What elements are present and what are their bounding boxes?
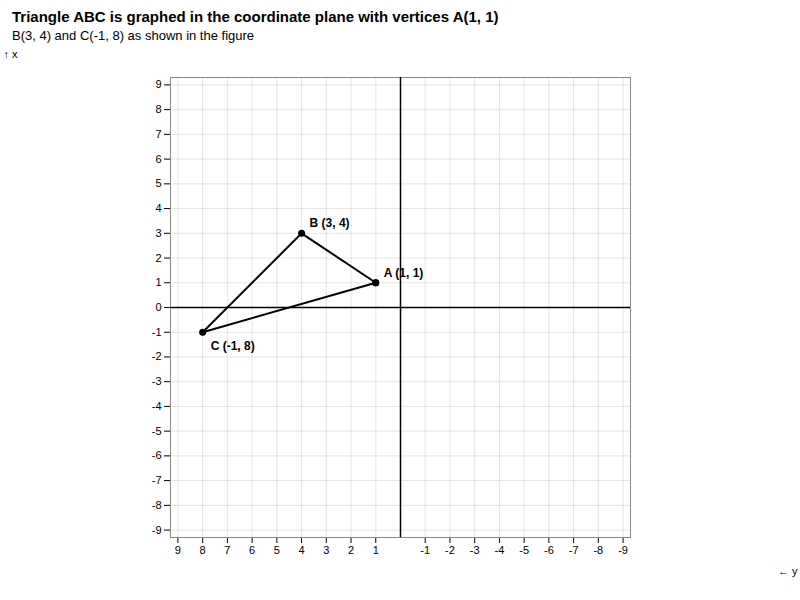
svg-text:3: 3 bbox=[155, 227, 161, 239]
svg-text:-8: -8 bbox=[152, 499, 162, 511]
svg-text:C (-1, 8): C (-1, 8) bbox=[211, 339, 255, 353]
svg-text:7: 7 bbox=[155, 128, 161, 140]
svg-text:1: 1 bbox=[373, 544, 379, 556]
svg-text:B (3, 4): B (3, 4) bbox=[310, 216, 350, 230]
svg-text:1: 1 bbox=[155, 276, 161, 288]
html-text:B(3, 4) and C(-1, 8) as shown: B(3, 4) and C(-1, 8) as shown in the fig… bbox=[12, 28, 255, 43]
svg-text:-6: -6 bbox=[152, 449, 162, 461]
svg-text:A (1, 1): A (1, 1) bbox=[384, 266, 424, 280]
svg-text:8: 8 bbox=[155, 103, 161, 115]
svg-text:4: 4 bbox=[299, 544, 305, 556]
svg-text:-4: -4 bbox=[152, 400, 162, 412]
svg-text:3: 3 bbox=[323, 544, 329, 556]
svg-text:-1: -1 bbox=[152, 326, 162, 338]
svg-text:8: 8 bbox=[200, 544, 206, 556]
svg-text:↑ x: ↑ x bbox=[4, 48, 19, 60]
svg-text:2: 2 bbox=[155, 252, 161, 264]
svg-text:← y: ← y bbox=[778, 565, 798, 577]
svg-text:-1: -1 bbox=[420, 544, 430, 556]
svg-text:-6: -6 bbox=[544, 544, 554, 556]
svg-text:-3: -3 bbox=[470, 544, 480, 556]
svg-text:-5: -5 bbox=[519, 544, 529, 556]
html-text:Triangle ABC is graphed in the: Triangle ABC is graphed in the coordinat… bbox=[12, 8, 499, 25]
svg-text:5: 5 bbox=[274, 544, 280, 556]
svg-text:6: 6 bbox=[249, 544, 255, 556]
svg-text:4: 4 bbox=[155, 202, 161, 214]
svg-text:-2: -2 bbox=[152, 350, 162, 362]
svg-text:6: 6 bbox=[155, 153, 161, 165]
svg-text:2: 2 bbox=[348, 544, 354, 556]
svg-text:-5: -5 bbox=[152, 425, 162, 437]
svg-text:-7: -7 bbox=[152, 474, 162, 486]
svg-text:-9: -9 bbox=[152, 524, 162, 536]
svg-text:-9: -9 bbox=[618, 544, 628, 556]
svg-text:7: 7 bbox=[224, 544, 230, 556]
svg-text:-3: -3 bbox=[152, 375, 162, 387]
svg-text:5: 5 bbox=[155, 177, 161, 189]
svg-text:-2: -2 bbox=[445, 544, 455, 556]
svg-text:-7: -7 bbox=[569, 544, 579, 556]
svg-text:9: 9 bbox=[175, 544, 181, 556]
svg-text:-8: -8 bbox=[593, 544, 603, 556]
svg-text:9: 9 bbox=[155, 78, 161, 90]
svg-text:0: 0 bbox=[155, 301, 161, 313]
svg-text:-4: -4 bbox=[495, 544, 505, 556]
